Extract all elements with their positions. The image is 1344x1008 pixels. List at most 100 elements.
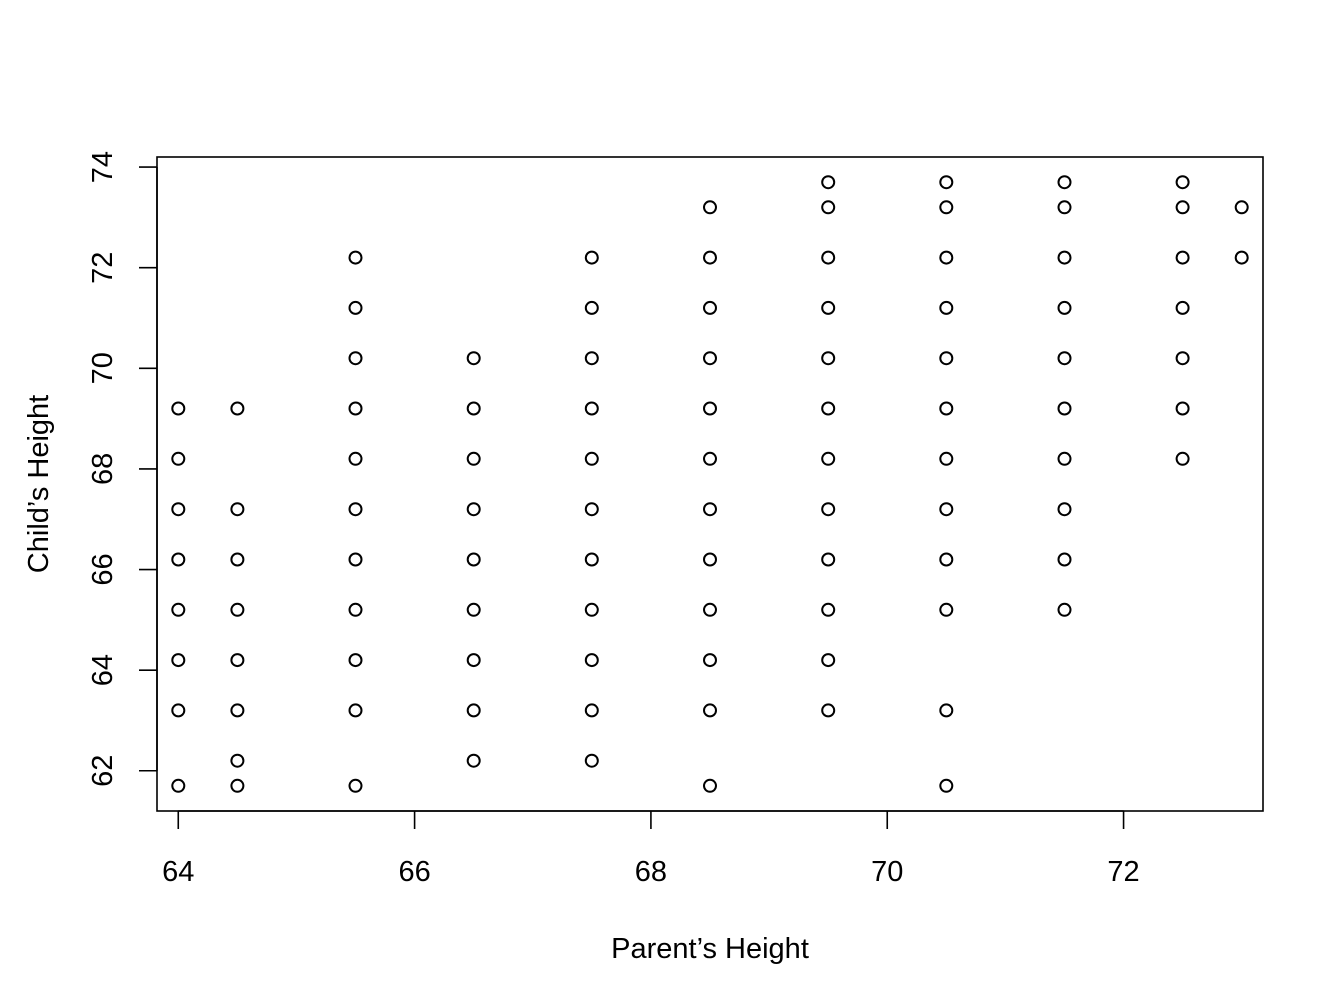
- data-point: [1175, 175, 1190, 190]
- data-point: [466, 552, 481, 567]
- data-point: [584, 250, 599, 265]
- data-point: [1175, 401, 1190, 416]
- data-point: [939, 552, 954, 567]
- y-tick-label: 62: [87, 755, 119, 787]
- data-point: [466, 502, 481, 517]
- data-point: [230, 778, 245, 793]
- data-point: [466, 351, 481, 366]
- data-point: [348, 300, 363, 315]
- data-point: [466, 602, 481, 617]
- data-point: [171, 401, 186, 416]
- data-point: [584, 401, 599, 416]
- data-point: [821, 552, 836, 567]
- data-point: [703, 703, 717, 718]
- data-point: [703, 502, 717, 517]
- data-point: [230, 502, 245, 517]
- data-point: [1057, 451, 1072, 466]
- data-point: [230, 703, 245, 718]
- data-point: [348, 653, 363, 668]
- data-point: [584, 653, 599, 668]
- y-axis-label: Child’s Height: [23, 395, 55, 573]
- data-point: [584, 451, 599, 466]
- data-point: [584, 602, 599, 617]
- data-point: [584, 552, 599, 567]
- data-point: [1057, 175, 1072, 190]
- data-point: [1057, 502, 1072, 517]
- x-tick-label: 72: [1107, 856, 1139, 888]
- data-point: [821, 175, 836, 190]
- data-point: [1057, 200, 1072, 215]
- data-point: [939, 200, 954, 215]
- data-point: [939, 175, 954, 190]
- data-point: [703, 401, 717, 416]
- data-point: [939, 502, 954, 517]
- data-point: [703, 552, 717, 567]
- y-tick-label: 72: [87, 252, 119, 284]
- data-point: [703, 653, 717, 668]
- data-point: [703, 250, 717, 265]
- data-point: [466, 753, 481, 768]
- x-tick-label: 66: [398, 856, 430, 888]
- data-point: [703, 451, 717, 466]
- data-point: [171, 703, 186, 718]
- data-point: [230, 552, 245, 567]
- y-tick-label: 68: [87, 453, 119, 485]
- data-point: [821, 451, 836, 466]
- data-point: [171, 602, 186, 617]
- x-axis-label: Parent’s Height: [611, 933, 809, 965]
- data-point: [939, 250, 954, 265]
- y-axis: 62 64 66 68 70 72 74: [87, 151, 158, 787]
- data-point: [466, 653, 481, 668]
- data-point: [230, 602, 245, 617]
- data-point: [821, 351, 836, 366]
- data-point: [1057, 552, 1072, 567]
- data-point: [703, 778, 717, 793]
- data-point: [939, 778, 954, 793]
- data-point: [230, 401, 245, 416]
- data-point: [171, 653, 186, 668]
- data-point: [703, 200, 717, 215]
- data-point: [584, 351, 599, 366]
- plot-frame: [156, 156, 1264, 812]
- data-point: [348, 602, 363, 617]
- data-point: [1057, 250, 1072, 265]
- data-point: [171, 502, 186, 517]
- x-tick-label: 70: [871, 856, 903, 888]
- data-point: [703, 300, 717, 315]
- data-point: [230, 753, 245, 768]
- x-axis: 64 66 68 70 72: [162, 810, 1140, 888]
- data-point: [1057, 351, 1072, 366]
- data-point: [348, 351, 363, 366]
- data-point: [821, 250, 836, 265]
- data-point: [584, 502, 599, 517]
- data-point: [1175, 351, 1190, 366]
- data-point: [584, 300, 599, 315]
- data-point: [821, 602, 836, 617]
- data-point: [1234, 250, 1249, 265]
- x-tick-label: 68: [635, 856, 667, 888]
- data-point: [1057, 602, 1072, 617]
- data-point: [1057, 300, 1072, 315]
- x-tick-label: 64: [162, 856, 194, 888]
- data-point: [1175, 451, 1190, 466]
- data-point: [939, 602, 954, 617]
- data-point: [821, 401, 836, 416]
- data-point: [466, 451, 481, 466]
- data-point: [1057, 401, 1072, 416]
- data-point: [348, 778, 363, 793]
- data-point: [584, 703, 599, 718]
- data-point: [230, 653, 245, 668]
- data-point: [703, 602, 717, 617]
- data-point: [171, 778, 186, 793]
- data-point: [171, 451, 186, 466]
- data-point: [466, 703, 481, 718]
- data-point: [939, 300, 954, 315]
- data-point: [939, 451, 954, 466]
- data-point: [584, 753, 599, 768]
- data-point: [821, 703, 836, 718]
- data-point: [348, 250, 363, 265]
- data-point: [821, 200, 836, 215]
- data-point: [348, 451, 363, 466]
- data-point: [939, 401, 954, 416]
